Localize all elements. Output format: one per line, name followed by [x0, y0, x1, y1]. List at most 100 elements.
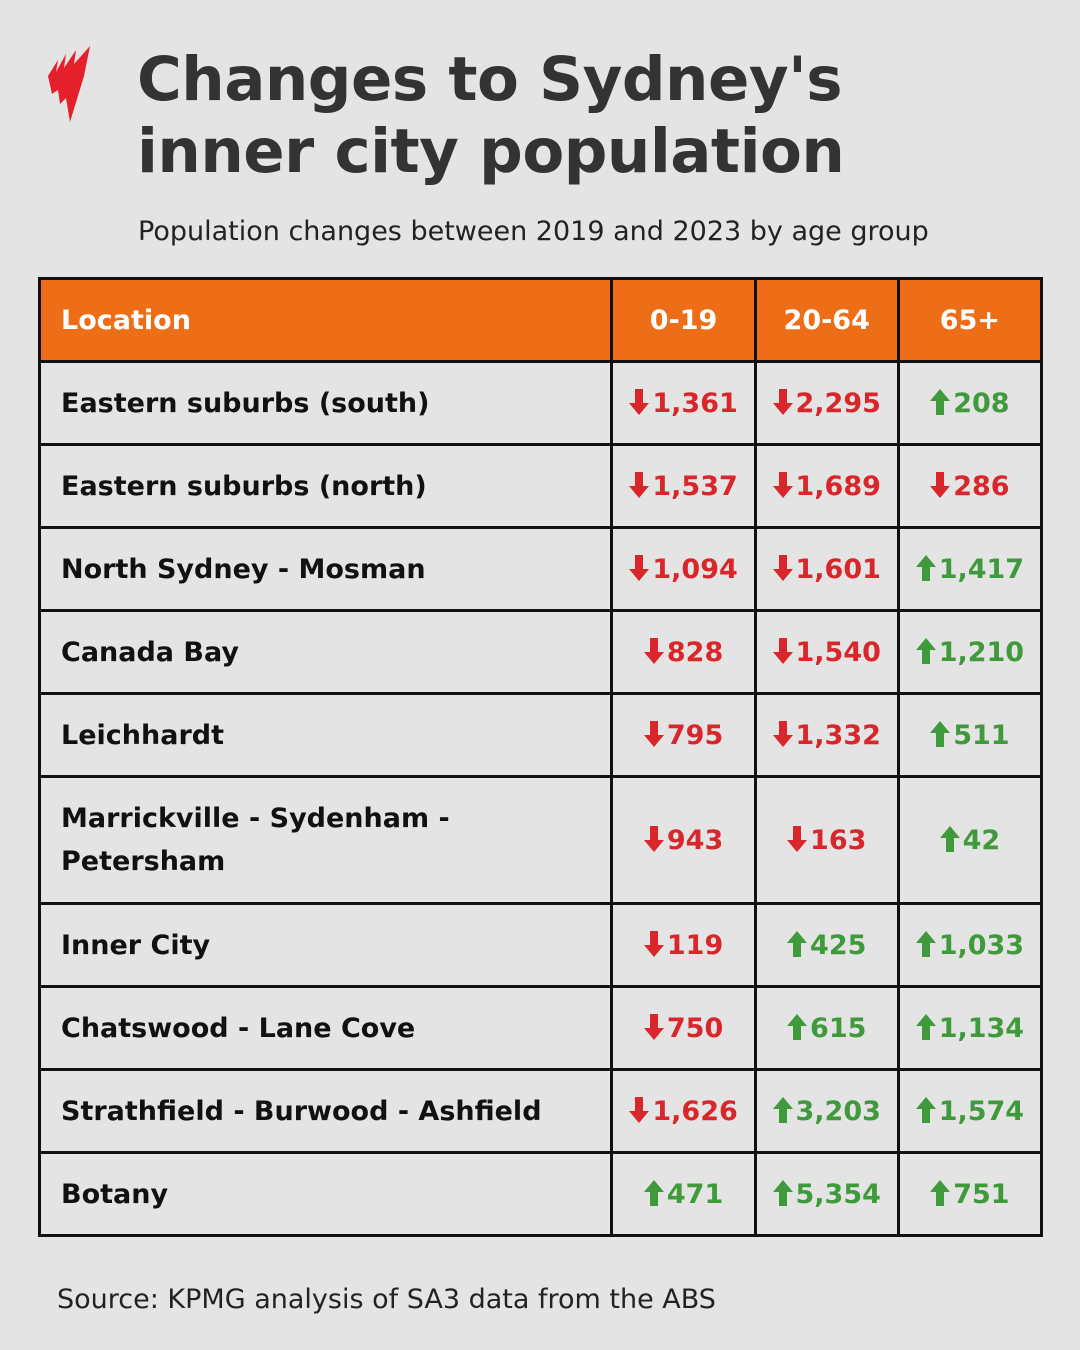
arrow-up-icon	[772, 1179, 793, 1206]
arrow-up-icon	[787, 1013, 808, 1040]
location-cell: Eastern suburbs (north)	[37, 443, 614, 529]
table-row: Eastern suburbs (north) 1,537 1,689 286	[37, 443, 1044, 529]
source-note: Source: KPMG analysis of SA3 data from t…	[57, 1284, 716, 1315]
value-cell: 163	[753, 775, 900, 905]
arrow-down-icon	[629, 554, 650, 581]
arrow-down-icon	[643, 1013, 664, 1040]
value-cell: 471	[610, 1151, 757, 1237]
value-cell: 750	[610, 985, 757, 1071]
arrow-down-icon	[930, 471, 951, 498]
table-row: Inner City 119 425 1,033	[37, 902, 1044, 988]
value-cell: 943	[610, 775, 757, 905]
arrow-up-icon	[939, 825, 960, 852]
value-cell: 1,626	[610, 1068, 757, 1154]
value-cell: 1,134	[896, 985, 1044, 1071]
arrow-up-icon	[915, 930, 936, 957]
value-text: 1,540	[795, 636, 881, 668]
value-cell: 828	[610, 609, 757, 695]
arrow-down-icon	[643, 720, 664, 747]
value-cell: 208	[896, 360, 1044, 446]
page-title: Changes to Sydney's inner city populatio…	[137, 44, 845, 187]
location-cell: Canada Bay	[37, 609, 614, 695]
value-cell: 3,203	[753, 1068, 900, 1154]
value-text: 163	[810, 824, 867, 856]
arrow-down-icon	[629, 1096, 650, 1123]
table-row: Eastern suburbs (south) 1,361 2,295 208	[37, 360, 1044, 446]
arrow-down-icon	[772, 637, 793, 664]
value-text: 208	[953, 387, 1010, 419]
value-cell: 42	[896, 775, 1044, 905]
value-text: 471	[666, 1178, 724, 1210]
value-text: 1,332	[795, 719, 881, 751]
location-cell: Marrickville - Sydenham - Petersham	[37, 775, 614, 905]
value-cell: 511	[896, 692, 1044, 778]
arrow-up-icon	[930, 720, 951, 747]
value-text: 1,626	[652, 1095, 738, 1127]
value-cell: 751	[896, 1151, 1044, 1237]
value-text: 1,210	[938, 636, 1025, 668]
value-text: 1,689	[795, 470, 881, 502]
value-cell: 1,540	[753, 609, 900, 695]
arrow-down-icon	[643, 930, 664, 957]
arrow-down-icon	[772, 554, 793, 581]
value-text: 943	[666, 824, 724, 856]
value-text: 119	[666, 929, 724, 961]
table-row: Chatswood - Lane Cove 750 615 1,134	[37, 985, 1044, 1071]
arrow-down-icon	[643, 825, 664, 852]
column-header-20-64: 20-64	[753, 277, 900, 363]
arrow-up-icon	[915, 637, 936, 664]
value-cell: 286	[896, 443, 1044, 529]
table-row: Canada Bay 828 1,540 1,210	[37, 609, 1044, 695]
value-cell: 119	[610, 902, 757, 988]
location-cell: Inner City	[37, 902, 614, 988]
value-cell: 795	[610, 692, 757, 778]
value-text: 1,134	[938, 1012, 1025, 1044]
value-cell: 1,210	[896, 609, 1044, 695]
value-cell: 1,033	[896, 902, 1044, 988]
value-text: 1,601	[795, 553, 881, 585]
arrow-down-icon	[629, 388, 650, 415]
value-text: 2,295	[795, 387, 881, 419]
value-cell: 1,574	[896, 1068, 1044, 1154]
column-header-0-19: 0-19	[610, 277, 757, 363]
value-text: 511	[953, 719, 1010, 751]
value-text: 425	[810, 929, 867, 961]
sbs-logo	[48, 46, 90, 122]
table-row: Botany 471 5,354 751	[37, 1151, 1044, 1237]
value-text: 615	[810, 1012, 867, 1044]
header-row: Location 0-19 20-64 65+	[37, 277, 1044, 363]
arrow-down-icon	[772, 720, 793, 747]
value-cell: 1,417	[896, 526, 1044, 612]
column-header-65-plus: 65+	[896, 277, 1044, 363]
value-text: 3,203	[795, 1095, 881, 1127]
arrow-down-icon	[643, 637, 664, 664]
value-cell: 425	[753, 902, 900, 988]
population-table: Location 0-19 20-64 65+ Eastern suburbs …	[37, 277, 1044, 1237]
value-text: 795	[666, 719, 724, 751]
location-cell: Botany	[37, 1151, 614, 1237]
arrow-down-icon	[629, 471, 650, 498]
value-text: 1,537	[652, 470, 738, 502]
location-cell: Leichhardt	[37, 692, 614, 778]
location-cell: Strathfield - Burwood - Ashfield	[37, 1068, 614, 1154]
value-text: 751	[953, 1178, 1010, 1210]
value-cell: 1,361	[610, 360, 757, 446]
value-text: 1,094	[652, 553, 738, 585]
table-row: Marrickville - Sydenham - Petersham 943 16…	[37, 775, 1044, 905]
location-cell: Chatswood - Lane Cove	[37, 985, 614, 1071]
arrow-up-icon	[915, 1096, 936, 1123]
value-cell: 2,295	[753, 360, 900, 446]
value-text: 1,361	[652, 387, 738, 419]
arrow-up-icon	[643, 1179, 664, 1206]
arrow-up-icon	[787, 930, 808, 957]
value-text: 1,417	[938, 553, 1025, 585]
arrow-up-icon	[930, 388, 951, 415]
table-row: North Sydney - Mosman 1,094 1,601 1,417	[37, 526, 1044, 612]
location-cell: Eastern suburbs (south)	[37, 360, 614, 446]
arrow-down-icon	[772, 471, 793, 498]
value-cell: 1,689	[753, 443, 900, 529]
arrow-down-icon	[787, 825, 808, 852]
arrow-up-icon	[772, 1096, 793, 1123]
value-cell: 1,601	[753, 526, 900, 612]
value-text: 42	[962, 824, 1001, 856]
